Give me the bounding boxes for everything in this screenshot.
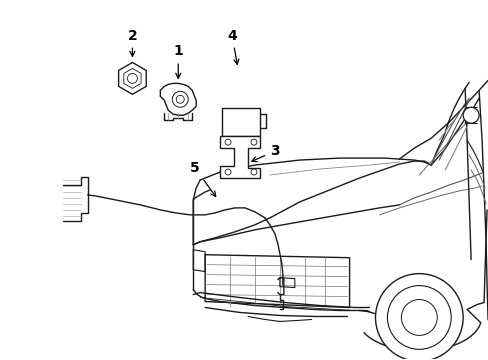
Circle shape	[250, 139, 256, 145]
Circle shape	[176, 95, 184, 103]
Circle shape	[386, 285, 450, 349]
Polygon shape	[222, 108, 260, 136]
Polygon shape	[119, 62, 146, 94]
Circle shape	[224, 139, 230, 145]
Circle shape	[401, 300, 436, 336]
Text: 3: 3	[251, 144, 279, 162]
Circle shape	[172, 91, 188, 107]
Text: 1: 1	[173, 45, 183, 78]
Circle shape	[375, 274, 462, 360]
Circle shape	[127, 73, 137, 84]
Text: 5: 5	[190, 161, 215, 197]
Polygon shape	[220, 136, 260, 178]
Circle shape	[250, 169, 256, 175]
Text: 4: 4	[227, 28, 238, 64]
Circle shape	[224, 169, 230, 175]
Circle shape	[462, 107, 478, 123]
Polygon shape	[123, 68, 141, 88]
Text: 2: 2	[127, 28, 137, 56]
